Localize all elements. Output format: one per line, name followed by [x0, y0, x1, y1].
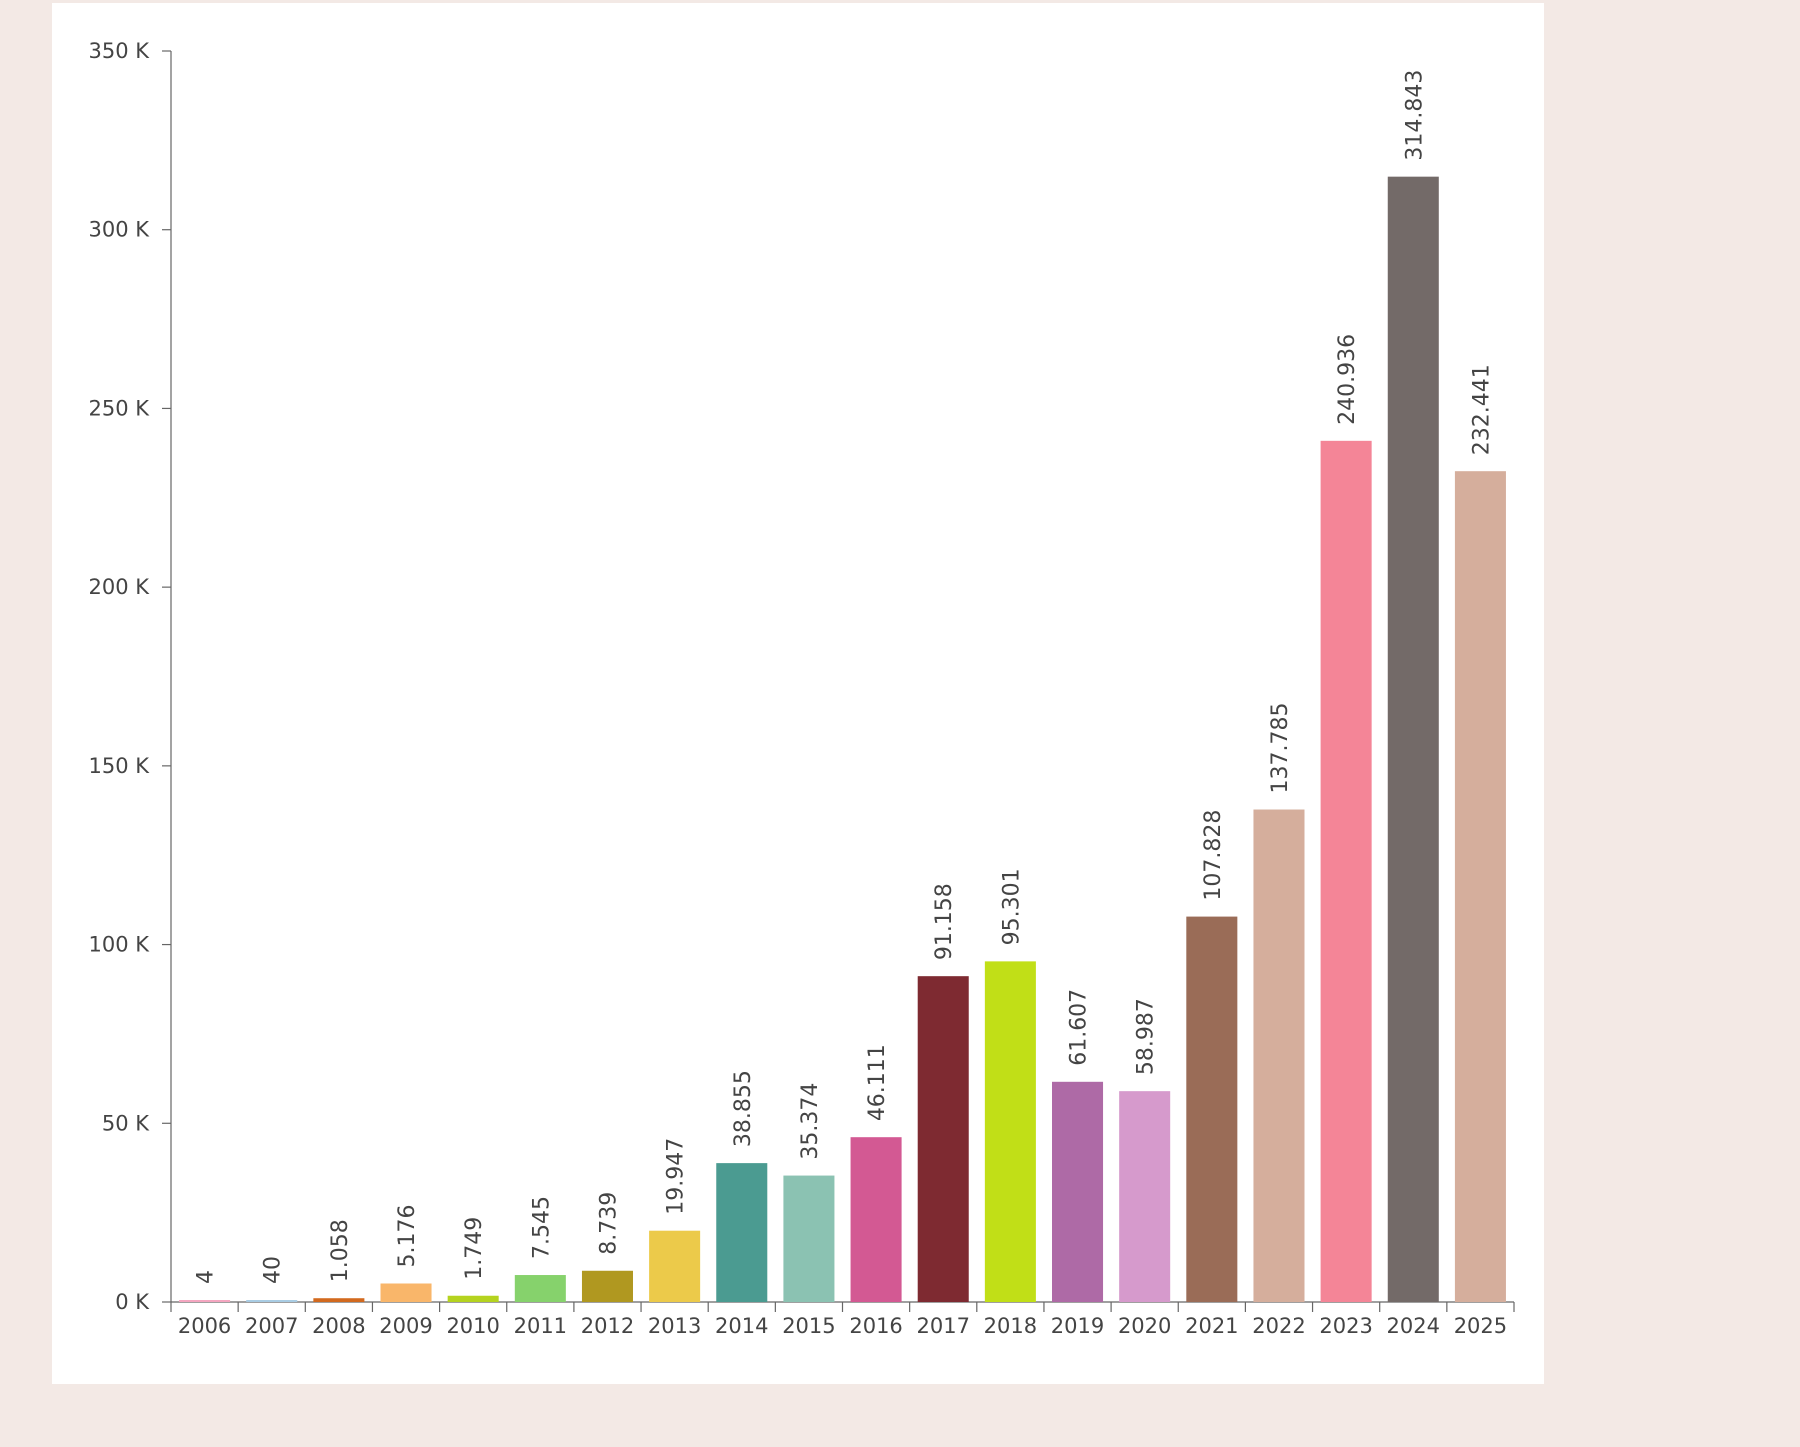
x-tick-label: 2010: [446, 1314, 499, 1338]
x-tick-label: 2024: [1387, 1314, 1440, 1338]
data-label-2019: 61.607: [1067, 989, 1092, 1066]
y-tick-label: 200 K: [88, 575, 150, 599]
x-tick-label: 2006: [178, 1314, 231, 1338]
y-axis: 0 K 50 K 100 K 150 K 200 K 250 K 300 K 350 K: [88, 39, 172, 1314]
x-tick-label: 2012: [581, 1314, 634, 1338]
bar-2021: [1186, 916, 1238, 1302]
x-tick-label: 2022: [1252, 1314, 1305, 1338]
y-tick-label: 0 K: [115, 1290, 150, 1314]
data-label-2015: 35.374: [798, 1083, 823, 1160]
data-label-2014: 38.855: [731, 1070, 756, 1147]
data-label-2020: 58.987: [1134, 998, 1159, 1075]
bar-2016: [850, 1137, 902, 1302]
data-label-2024: 314.843: [1402, 70, 1427, 161]
bar-2017: [917, 976, 969, 1302]
x-tick-label: 2007: [245, 1314, 298, 1338]
data-label-2012: 8.739: [596, 1192, 621, 1255]
data-label-2016: 46.111: [865, 1044, 890, 1121]
chart-panel: 0 K 50 K 100 K 150 K 200 K 250 K 300 K 350 K 20…: [52, 3, 1544, 1384]
y-tick-label: 50 K: [102, 1111, 150, 1135]
bar-2008: [313, 1298, 365, 1302]
x-tick-label: 2009: [379, 1314, 432, 1338]
bar-2024: [1387, 176, 1439, 1303]
y-tick-label: 250 K: [88, 396, 150, 420]
x-tick-label: 2008: [312, 1314, 365, 1338]
y-tick-label: 100 K: [88, 933, 150, 957]
bar-2014: [716, 1163, 768, 1302]
x-tick-label: 2016: [849, 1314, 902, 1338]
bar-2025: [1454, 471, 1506, 1302]
bar-2023: [1320, 440, 1372, 1302]
x-axis: 2006 2007 2008 2009 2010 2011 2012 2013 2014 2015…: [170, 1301, 1515, 1338]
x-tick-label: 2020: [1118, 1314, 1171, 1338]
bar-2009: [380, 1283, 432, 1302]
bar-2010: [447, 1295, 499, 1302]
bar-2022: [1253, 809, 1305, 1302]
data-label-2017: 91.158: [932, 883, 957, 960]
y-tick-label: 350 K: [88, 39, 150, 63]
bar-2015: [783, 1175, 835, 1302]
y-tick-label: 300 K: [88, 218, 150, 242]
data-label-2022: 137.785: [1268, 703, 1293, 794]
x-tick-label: 2015: [782, 1314, 835, 1338]
bar-2020: [1119, 1091, 1171, 1302]
x-tick-label: 2021: [1185, 1314, 1238, 1338]
data-label-2010: 1.749: [462, 1217, 487, 1280]
data-label-2023: 240.936: [1335, 334, 1360, 425]
data-label-2006: 4: [194, 1270, 219, 1284]
bar-labels: 4 40 1.058 5.176 1.749 7.545 8.739 19.947 38.855…: [194, 70, 1495, 1284]
bar-2019: [1052, 1081, 1104, 1302]
data-label-2018: 95.301: [999, 868, 1024, 945]
bar-2006: [179, 1300, 231, 1302]
data-label-2025: 232.441: [1469, 364, 1494, 455]
x-tick-label: 2013: [648, 1314, 701, 1338]
x-tick-label: 2011: [514, 1314, 567, 1338]
data-label-2011: 7.545: [529, 1196, 554, 1259]
data-label-2021: 107.828: [1201, 810, 1226, 901]
bar-chart: 0 K 50 K 100 K 150 K 200 K 250 K 300 K 350 K 20…: [88, 39, 1515, 1338]
x-tick-label: 2023: [1319, 1314, 1372, 1338]
data-label-2009: 5.176: [395, 1205, 420, 1268]
data-label-2013: 19.947: [664, 1138, 689, 1215]
bar-2011: [514, 1275, 566, 1302]
bars: [179, 176, 1506, 1303]
x-tick-label: 2019: [1051, 1314, 1104, 1338]
x-tick-label: 2017: [916, 1314, 969, 1338]
bar-2018: [984, 961, 1036, 1302]
data-label-2008: 1.058: [328, 1219, 353, 1282]
bar-2012: [581, 1270, 633, 1302]
x-tick-label: 2018: [984, 1314, 1037, 1338]
bar-2007: [246, 1300, 298, 1302]
data-label-2007: 40: [261, 1256, 286, 1284]
bar-2013: [649, 1230, 701, 1302]
x-tick-label: 2025: [1454, 1314, 1507, 1338]
y-tick-label: 150 K: [88, 754, 150, 778]
x-tick-label: 2014: [715, 1314, 768, 1338]
